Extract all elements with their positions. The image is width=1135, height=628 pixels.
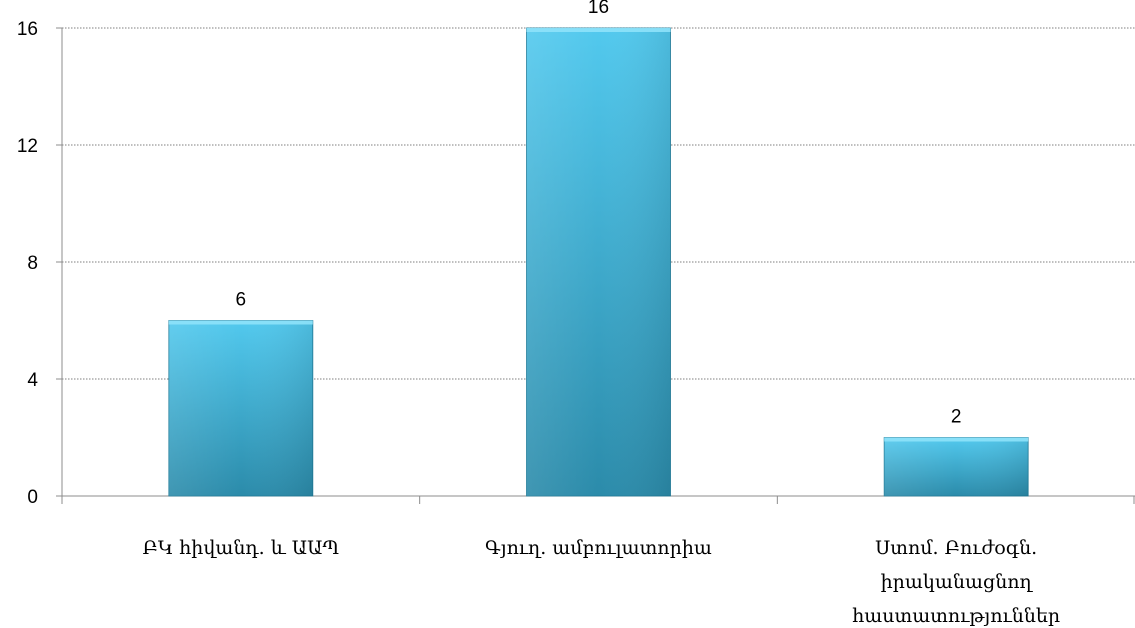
y-tick-label: 4 [27,370,38,391]
bar-sheen [884,437,1029,496]
data-label: 16 [588,0,609,18]
y-axis-tick-labels: 0 4 8 12 16 [17,19,39,508]
bar-top-highlight [884,437,1029,442]
y-tick-label: 12 [17,136,38,157]
data-labels: 6 16 2 [236,0,962,428]
x-axis-category-labels: ԲԿ հիվանդ. և ԱԱՊ Գյուղ. ամբուլատորիա Ստոմ.… [143,537,1061,627]
x-category-label: Ստոմ. Բուժօգն. [875,537,1037,559]
x-category-label: ԲԿ հիվանդ. և ԱԱՊ [143,537,340,559]
x-category-label: իրականացնող [881,571,1034,593]
data-label: 6 [236,290,247,311]
bar-top-highlight [526,28,671,32]
bar-sheen [526,28,671,496]
x-category-label: Գյուղ. ամբուլատորիա [485,537,712,559]
y-tick-label: 0 [27,487,38,508]
gridlines [62,27,1135,380]
x-category-label: հաստատություններ [852,605,1060,627]
bar-top-highlight [168,320,313,325]
data-label: 2 [951,407,962,428]
y-tick-label: 8 [27,253,38,274]
y-tick-label: 16 [17,19,38,40]
bars [168,27,1029,497]
bar-sheen [168,320,313,496]
